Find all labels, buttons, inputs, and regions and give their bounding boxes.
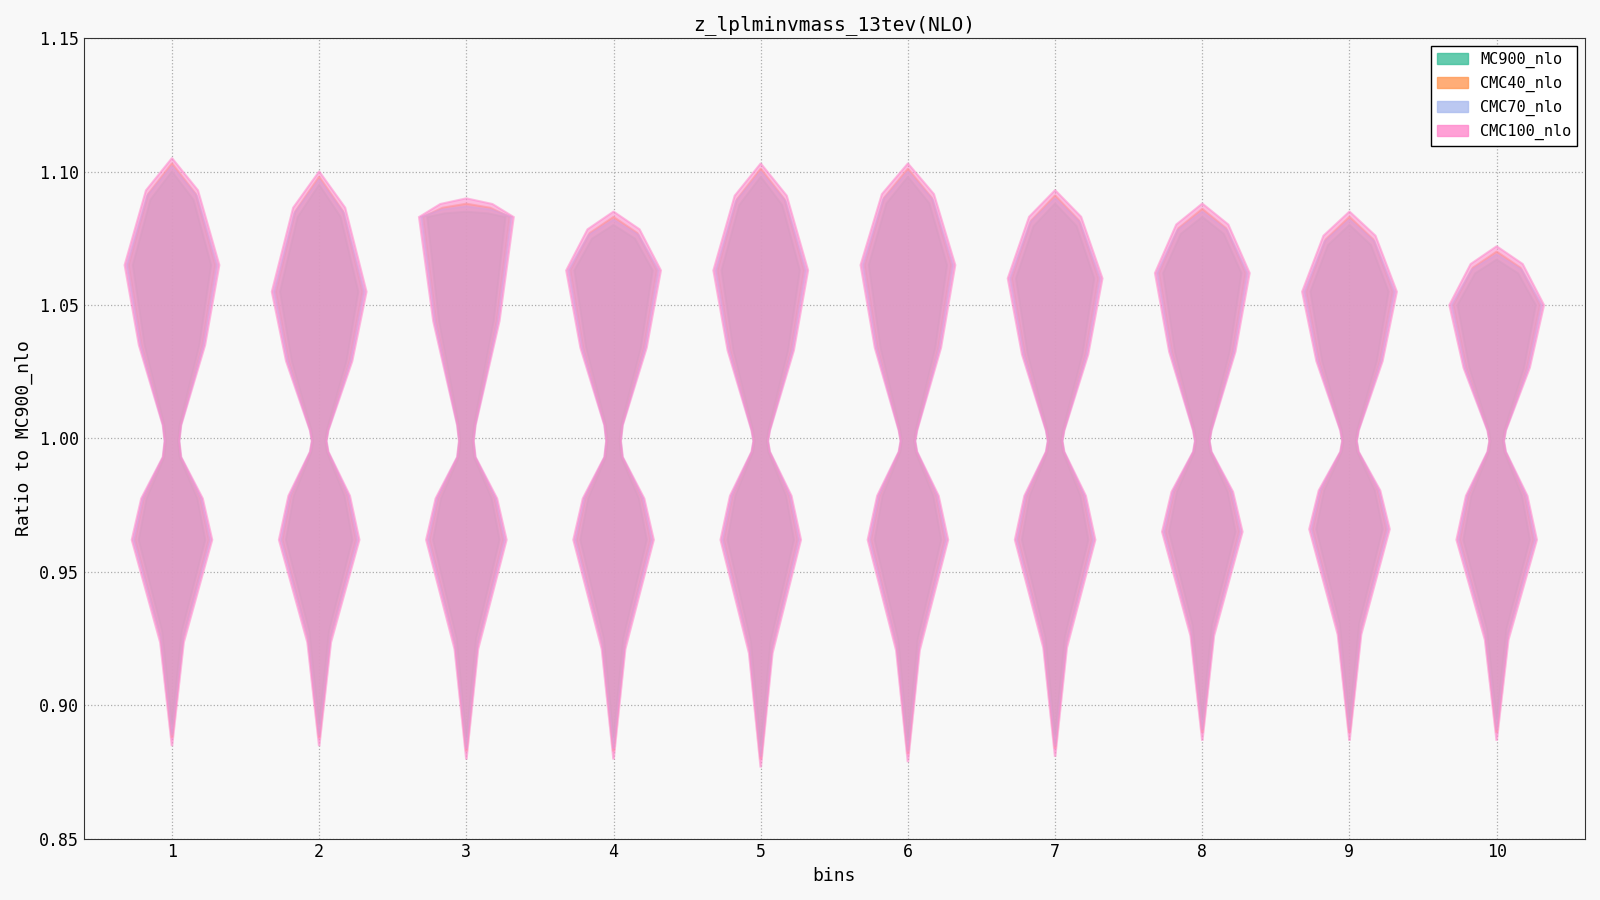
Polygon shape [1011, 195, 1098, 748]
Polygon shape [570, 217, 658, 751]
X-axis label: bins: bins [813, 867, 856, 885]
Polygon shape [1451, 255, 1542, 729]
Polygon shape [422, 203, 510, 751]
Y-axis label: Ratio to MC900_nlo: Ratio to MC900_nlo [14, 340, 34, 536]
Polygon shape [1157, 212, 1248, 729]
Polygon shape [427, 212, 506, 737]
Polygon shape [1306, 217, 1392, 732]
Polygon shape [126, 166, 218, 734]
Polygon shape [566, 212, 661, 759]
Polygon shape [722, 177, 800, 745]
Polygon shape [274, 180, 365, 734]
Polygon shape [717, 169, 805, 759]
Polygon shape [419, 198, 514, 759]
Polygon shape [1302, 212, 1397, 740]
Polygon shape [128, 164, 216, 737]
Polygon shape [1163, 217, 1242, 718]
Polygon shape [1008, 191, 1102, 756]
Polygon shape [574, 225, 653, 737]
Polygon shape [715, 172, 806, 756]
Title: z_lplminvmass_13tev(NLO): z_lplminvmass_13tev(NLO) [693, 15, 976, 35]
Polygon shape [1158, 209, 1245, 732]
Polygon shape [1453, 252, 1539, 732]
Polygon shape [280, 185, 358, 724]
Polygon shape [861, 164, 955, 761]
Polygon shape [864, 169, 952, 753]
Polygon shape [125, 158, 219, 745]
Polygon shape [1016, 203, 1094, 734]
Polygon shape [421, 206, 512, 748]
Legend: MC900_nlo, CMC40_nlo, CMC70_nlo, CMC100_nlo: MC900_nlo, CMC40_nlo, CMC70_nlo, CMC100_… [1430, 46, 1578, 146]
Polygon shape [1458, 260, 1536, 718]
Polygon shape [869, 177, 947, 740]
Polygon shape [272, 172, 366, 745]
Polygon shape [275, 177, 363, 737]
Polygon shape [714, 164, 808, 767]
Polygon shape [862, 172, 954, 751]
Polygon shape [1155, 203, 1250, 740]
Polygon shape [1304, 220, 1395, 729]
Polygon shape [1010, 198, 1101, 745]
Polygon shape [133, 172, 211, 724]
Polygon shape [1310, 225, 1389, 718]
Polygon shape [568, 220, 659, 748]
Polygon shape [1450, 247, 1544, 740]
